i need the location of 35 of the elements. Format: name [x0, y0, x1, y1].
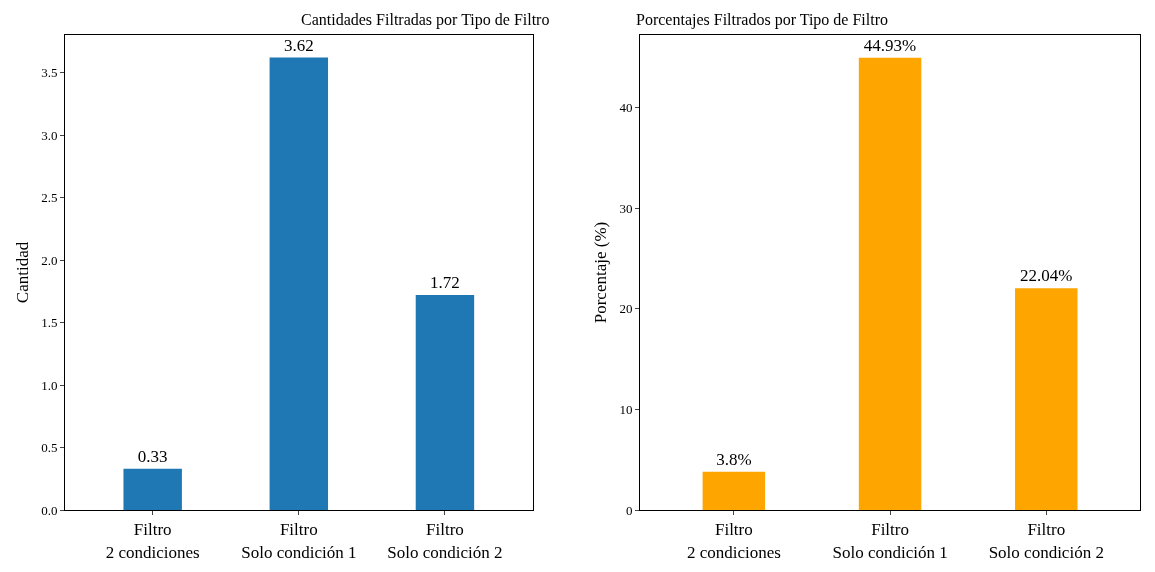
y-tick-label: 40	[619, 100, 633, 116]
bar	[1015, 288, 1078, 510]
chart-title: Cantidades Filtradas por Tipo de Filtro	[301, 11, 550, 29]
data-label: 1.72	[430, 273, 460, 292]
y-tick-label: 10	[619, 401, 633, 417]
bar	[702, 471, 766, 510]
bar	[858, 57, 922, 510]
x-tick-label: Filtro Solo condición 2	[387, 520, 503, 562]
y-tick-label: 20	[619, 301, 633, 317]
bar	[415, 295, 475, 510]
y-tick-label: 1.5	[41, 315, 58, 331]
data-label: 44.93%	[863, 35, 917, 55]
y-tick-label: 0	[626, 502, 633, 518]
bar	[269, 57, 329, 510]
y-axis-title: Porcentaje (%)	[591, 221, 611, 324]
y-tick-label: 2.0	[41, 252, 58, 268]
y-tick-label: 1.0	[41, 377, 58, 393]
y-tick-label: 0.0	[41, 502, 58, 518]
chart-title: Porcentajes Filtrados por Tipo de Filtro	[636, 11, 888, 29]
x-tick-label: Filtro Solo condición 2	[988, 520, 1104, 562]
y-tick-label: 3.0	[41, 127, 58, 143]
data-label: 22.04%	[1020, 266, 1073, 286]
x-tick-label: Filtro 2 condiciones	[686, 520, 781, 562]
data-label: 3.8%	[716, 449, 752, 469]
bar	[123, 468, 182, 510]
y-tick-label: 3.5	[41, 65, 58, 81]
data-label: 0.33	[137, 446, 168, 466]
x-tick-label: Filtro Solo condición 1	[832, 520, 948, 562]
x-tick-label: Filtro 2 condiciones	[105, 520, 200, 562]
x-tick-label: Filtro Solo condición 1	[241, 520, 357, 562]
y-tick-label: 30	[619, 200, 633, 216]
y-axis-title: Cantidad	[12, 241, 32, 304]
y-tick-label: 0.5	[41, 440, 58, 456]
data-label: 3.62	[283, 35, 314, 55]
y-tick-label: 2.5	[41, 190, 58, 206]
